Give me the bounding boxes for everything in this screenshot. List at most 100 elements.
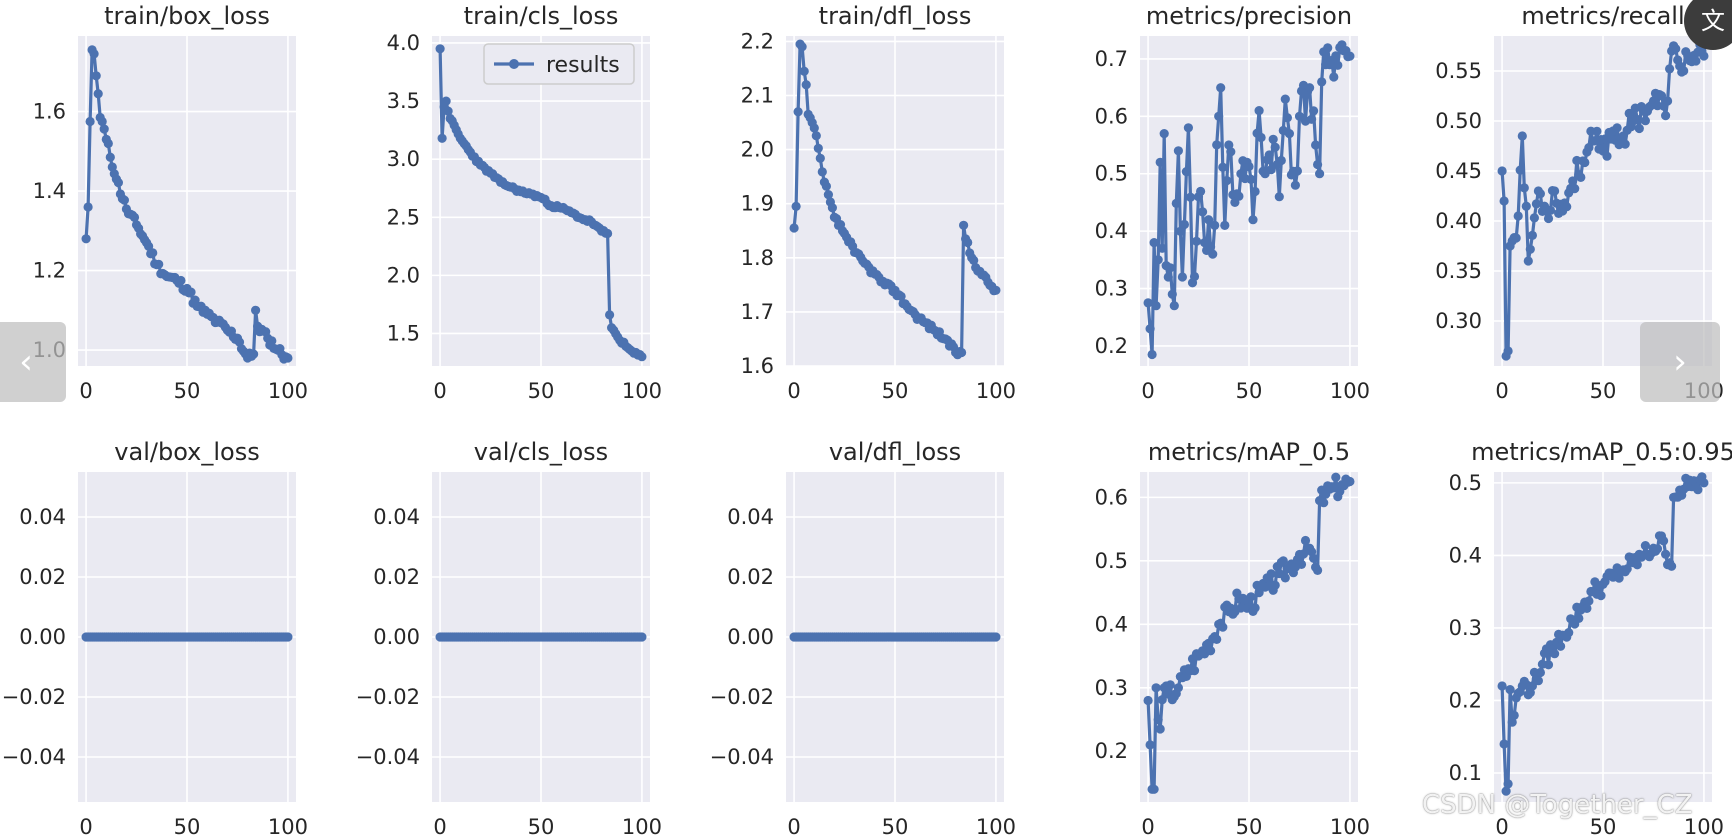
data-point (789, 223, 799, 233)
data-point (1280, 573, 1290, 583)
previous-image-button[interactable]: ‹ (0, 322, 66, 402)
y-tick-label: 0.5 (1095, 162, 1128, 186)
data-point (1691, 56, 1701, 66)
data-point (1189, 666, 1200, 676)
x-tick-label: 0 (1495, 379, 1508, 403)
data-point (283, 353, 293, 363)
data-point (1155, 724, 1165, 734)
data-point (827, 203, 838, 213)
y-tick-label: 2.0 (387, 263, 420, 287)
data-point (603, 228, 613, 239)
x-tick-label: 0 (79, 815, 92, 839)
y-tick-label: 0.45 (1435, 159, 1482, 183)
y-tick-label: 0.2 (1095, 334, 1128, 358)
chart-title: val/box_loss (114, 438, 259, 466)
data-point (1173, 683, 1183, 693)
data-point (83, 202, 93, 212)
chart-title: val/cls_loss (474, 438, 608, 466)
data-point (1264, 150, 1274, 160)
data-point (1147, 349, 1157, 360)
data-point (1250, 603, 1260, 613)
data-point (1145, 740, 1155, 750)
data-point (1300, 535, 1311, 546)
y-tick-label: 0.35 (1435, 259, 1482, 283)
data-point (1652, 544, 1663, 554)
data-point (97, 116, 107, 127)
data-point (1268, 134, 1278, 144)
y-tick-label: 2.0 (741, 138, 774, 162)
data-point (1570, 184, 1580, 194)
data-point (1250, 186, 1260, 197)
x-tick-label: 50 (528, 379, 555, 403)
data-point (1622, 564, 1632, 574)
data-point (1521, 201, 1531, 211)
x-tick-label: 0 (1141, 815, 1154, 839)
data-point (1159, 129, 1169, 139)
data-point (1143, 298, 1153, 308)
y-tick-label: 0.7 (1095, 47, 1128, 71)
data-point (1596, 591, 1606, 601)
legend-box (483, 43, 635, 85)
data-point (1509, 710, 1519, 721)
data-point (1574, 613, 1584, 624)
x-tick-label: 50 (174, 379, 201, 403)
y-tick-label: 0.3 (1095, 277, 1128, 301)
y-tick-label: 2.2 (741, 29, 774, 53)
y-tick-label: 0.50 (1435, 109, 1482, 133)
data-point (1282, 113, 1292, 123)
data-point (105, 152, 115, 162)
data-point (1317, 77, 1327, 87)
data-point (1331, 472, 1341, 482)
data-point (144, 241, 154, 251)
subplot-train-dfl-loss: 0 50 100 1.6 1.7 1.8 1.9 2.0 2.1 2.2 train/dfl_los… (741, 2, 1016, 403)
y-tick-label: 4.0 (387, 31, 420, 55)
chart-title: train/dfl_loss (819, 2, 972, 30)
data-point (1313, 159, 1323, 170)
data-point (1181, 167, 1191, 177)
data-point (1319, 498, 1329, 508)
data-point (1222, 176, 1232, 186)
data-point (1345, 51, 1355, 61)
y-tick-label: 1.8 (741, 246, 774, 270)
y-tick-label: 1.5 (387, 321, 420, 345)
data-point (1169, 301, 1179, 311)
data-point (1562, 202, 1572, 212)
y-tick-label: 0.5 (1095, 549, 1128, 573)
data-point (1210, 220, 1220, 230)
data-point (91, 71, 101, 81)
data-point (1661, 111, 1671, 121)
data-point (1515, 165, 1525, 175)
y-tick-label: 0.3 (1095, 676, 1128, 700)
subplot-val-box-loss: 0 50 100 −0.04 −0.02 0.00 0.02 0.04 val/box_loss (2, 438, 308, 839)
data-point (1183, 123, 1193, 133)
data-point (1309, 106, 1319, 116)
next-image-button[interactable]: › (1640, 322, 1720, 402)
x-tick-label: 50 (882, 379, 909, 403)
data-point (1580, 157, 1590, 168)
data-point (1270, 142, 1280, 152)
data-point (1208, 249, 1218, 259)
data-point (1292, 166, 1302, 176)
data-point (1254, 106, 1264, 116)
x-tick-label: 50 (528, 815, 555, 839)
translate-icon[interactable]: 文 (1684, 0, 1732, 50)
data-point (799, 66, 809, 76)
data-point (441, 96, 451, 106)
data-point (811, 131, 821, 141)
data-point (1296, 559, 1307, 570)
data-point (1157, 695, 1167, 705)
data-point (1513, 211, 1523, 221)
data-point (1266, 569, 1276, 579)
data-point (1171, 198, 1181, 208)
data-point (1220, 220, 1230, 230)
data-point (1216, 83, 1226, 93)
data-point (969, 255, 979, 265)
x-tick-label: 100 (976, 815, 1016, 839)
data-point (1640, 116, 1650, 126)
data-point (1602, 151, 1612, 161)
data-point (1153, 714, 1163, 725)
data-point (1189, 271, 1200, 282)
legend: results (483, 43, 635, 85)
data-point (81, 234, 91, 244)
x-tick-label: 0 (433, 379, 446, 403)
